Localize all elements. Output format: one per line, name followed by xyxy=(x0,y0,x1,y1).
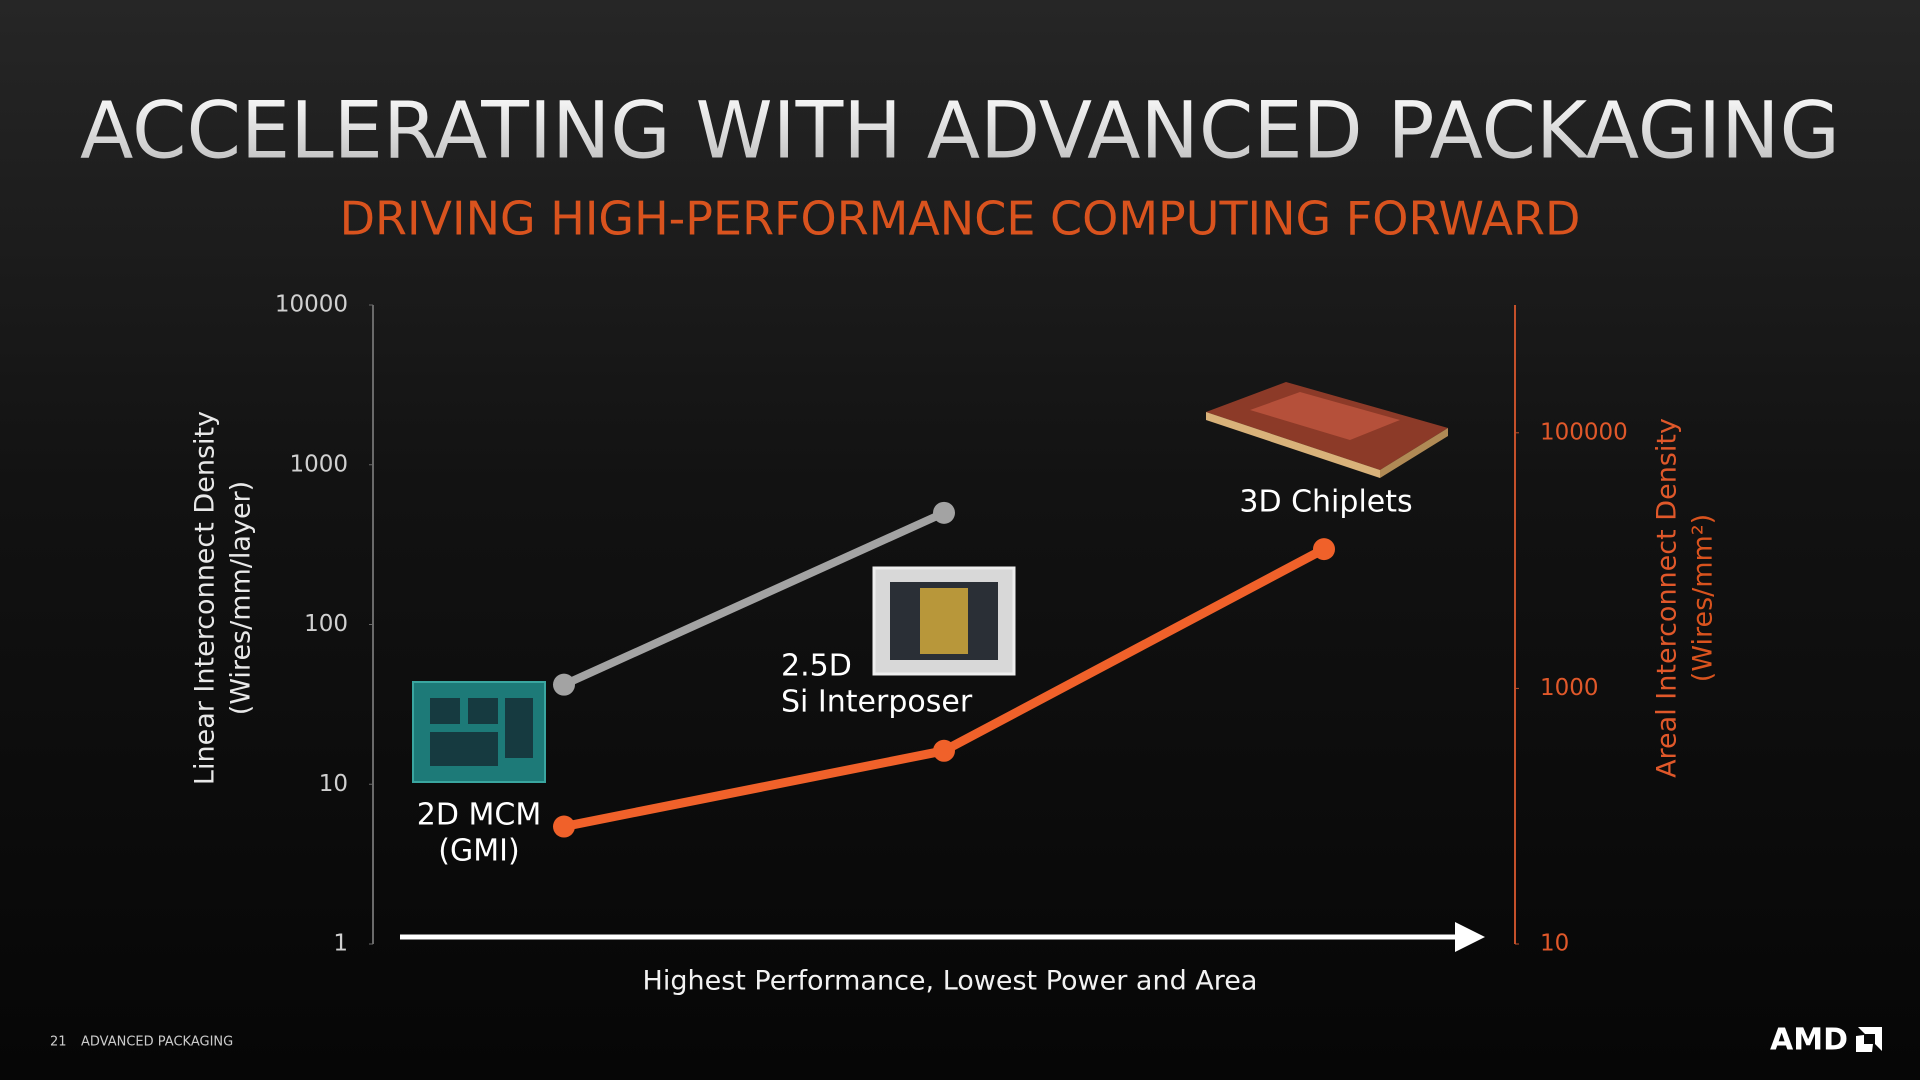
y2-tick-label: 10 xyxy=(1540,931,1569,957)
y-tick-label: 10000 xyxy=(275,292,348,318)
y-tick-label: 100 xyxy=(304,611,348,637)
title: ACCELERATING WITH ADVANCED PACKAGING xyxy=(80,86,1840,176)
y2-axis-label: (Wires/mm²) xyxy=(1688,514,1719,682)
point xyxy=(933,739,955,762)
x-axis-label: Highest Performance, Lowest Power and Ar… xyxy=(643,966,1258,997)
y-axis-label: Linear Interconnect Density xyxy=(190,411,221,785)
point xyxy=(553,815,575,838)
y-axis-label: (Wires/mm/layer) xyxy=(226,481,257,715)
series-line xyxy=(562,509,946,689)
category-label: 2D MCM xyxy=(417,798,541,833)
logo-text: AMD xyxy=(1770,1023,1848,1058)
y2-tick-label: 1000 xyxy=(1540,675,1599,701)
page-number: 21 xyxy=(50,1035,67,1050)
y-tick-label: 10 xyxy=(319,771,348,797)
subtitle: DRIVING HIGH-PERFORMANCE COMPUTING FORWA… xyxy=(340,192,1581,246)
point xyxy=(933,501,955,524)
category-label: 2.5D xyxy=(781,649,852,684)
footer-section: ADVANCED PACKAGING xyxy=(81,1035,233,1050)
point xyxy=(553,673,575,696)
y-tick-label: 1 xyxy=(333,931,348,957)
category-label: (GMI) xyxy=(438,834,519,869)
logo-mark xyxy=(1856,1027,1882,1052)
interposer-chip-image xyxy=(872,566,1016,676)
category-label: 3D Chiplets xyxy=(1239,485,1412,520)
y2-axis-label: Areal Interconnect Density xyxy=(1652,418,1683,778)
mcm-chip-image xyxy=(412,681,546,783)
y2-tick-label: 100000 xyxy=(1540,419,1628,445)
point xyxy=(1313,538,1335,561)
chiplet-image xyxy=(1206,382,1448,478)
y-tick-label: 1000 xyxy=(289,451,348,477)
category-label: Si Interposer xyxy=(781,685,973,720)
